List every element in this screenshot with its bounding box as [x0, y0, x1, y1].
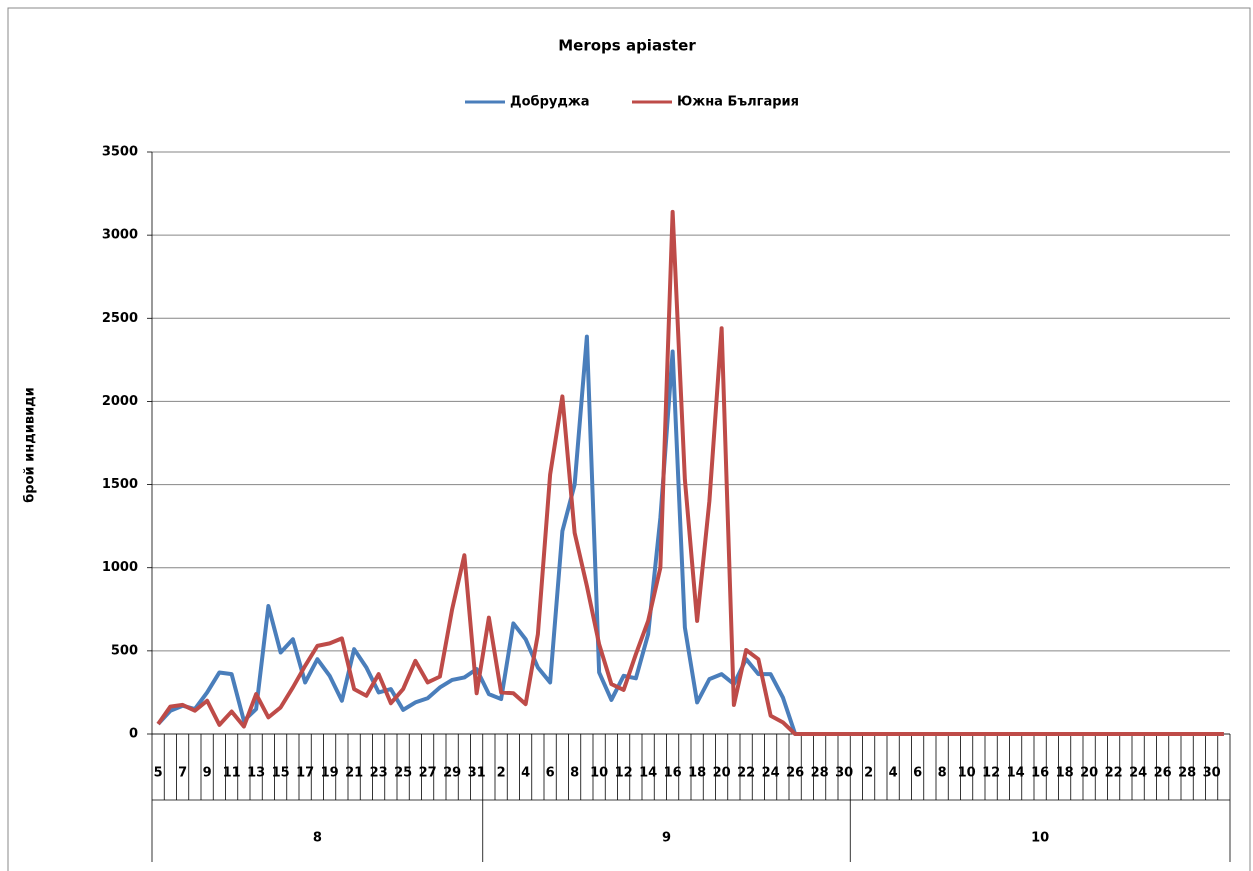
x-tick-label: 9 — [203, 766, 212, 781]
y-axis-title: брой индивиди — [23, 387, 38, 503]
x-tick-label: 8 — [570, 766, 579, 781]
x-tick-label: 18 — [688, 766, 706, 781]
x-tick-label: 23 — [370, 766, 388, 781]
y-tick-label: 2500 — [102, 311, 138, 326]
legend-label: Добруджа — [510, 95, 590, 110]
x-tick-label: 21 — [345, 766, 363, 781]
x-tick-label: 11 — [223, 766, 241, 781]
x-tick-label: 5 — [154, 766, 163, 781]
x-tick-label: 25 — [394, 766, 412, 781]
x-tick-label: 20 — [1080, 766, 1098, 781]
x-tick-label: 4 — [889, 766, 898, 781]
x-tick-label: 16 — [1031, 766, 1049, 781]
x-tick-label: 14 — [639, 766, 657, 781]
x-tick-label: 28 — [1178, 766, 1196, 781]
x-tick-label: 15 — [272, 766, 290, 781]
y-tick-label: 2000 — [102, 394, 138, 409]
x-tick-label: 31 — [468, 766, 486, 781]
y-tick-label: 0 — [129, 727, 138, 742]
y-tick-label: 1000 — [102, 560, 138, 575]
x-tick-label: 26 — [786, 766, 804, 781]
y-tick-label: 3000 — [102, 228, 138, 243]
x-tick-label: 13 — [247, 766, 265, 781]
x-tick-label: 10 — [958, 766, 976, 781]
x-tick-label: 6 — [913, 766, 922, 781]
chart-border — [7, 7, 1251, 871]
group-label: 8 — [313, 831, 322, 846]
x-tick-label: 4 — [521, 766, 530, 781]
x-tick-label: 14 — [1007, 766, 1025, 781]
x-tick-label: 16 — [664, 766, 682, 781]
x-tick-label: 22 — [737, 766, 755, 781]
y-tick-label: 1500 — [102, 477, 138, 492]
x-tick-label: 2 — [864, 766, 873, 781]
x-tick-label: 24 — [1129, 766, 1147, 781]
x-tick-label: 30 — [1203, 766, 1221, 781]
x-tick-label: 19 — [321, 766, 339, 781]
legend-label: Южна България — [677, 95, 799, 110]
y-tick-label: 3500 — [102, 145, 138, 160]
chart-title: Merops apiaster — [558, 37, 696, 55]
x-tick-label: 22 — [1105, 766, 1123, 781]
x-tick-label: 24 — [762, 766, 780, 781]
x-tick-label: 8 — [938, 766, 947, 781]
x-tick-label: 7 — [178, 766, 187, 781]
x-tick-label: 12 — [982, 766, 1000, 781]
group-label: 9 — [662, 831, 671, 846]
x-tick-label: 12 — [615, 766, 633, 781]
series-line — [156, 209, 1224, 736]
x-tick-label: 27 — [419, 766, 437, 781]
x-tick-label: 18 — [1056, 766, 1074, 781]
x-tick-label: 10 — [590, 766, 608, 781]
x-tick-label: 17 — [296, 766, 314, 781]
x-tick-label: 30 — [835, 766, 853, 781]
x-tick-label: 26 — [1154, 766, 1172, 781]
x-tick-label: 28 — [811, 766, 829, 781]
x-tick-label: 29 — [443, 766, 461, 781]
y-tick-label: 500 — [111, 643, 138, 658]
x-tick-label: 2 — [497, 766, 506, 781]
x-tick-label: 6 — [546, 766, 555, 781]
group-label: 10 — [1031, 831, 1049, 846]
x-tick-label: 20 — [713, 766, 731, 781]
